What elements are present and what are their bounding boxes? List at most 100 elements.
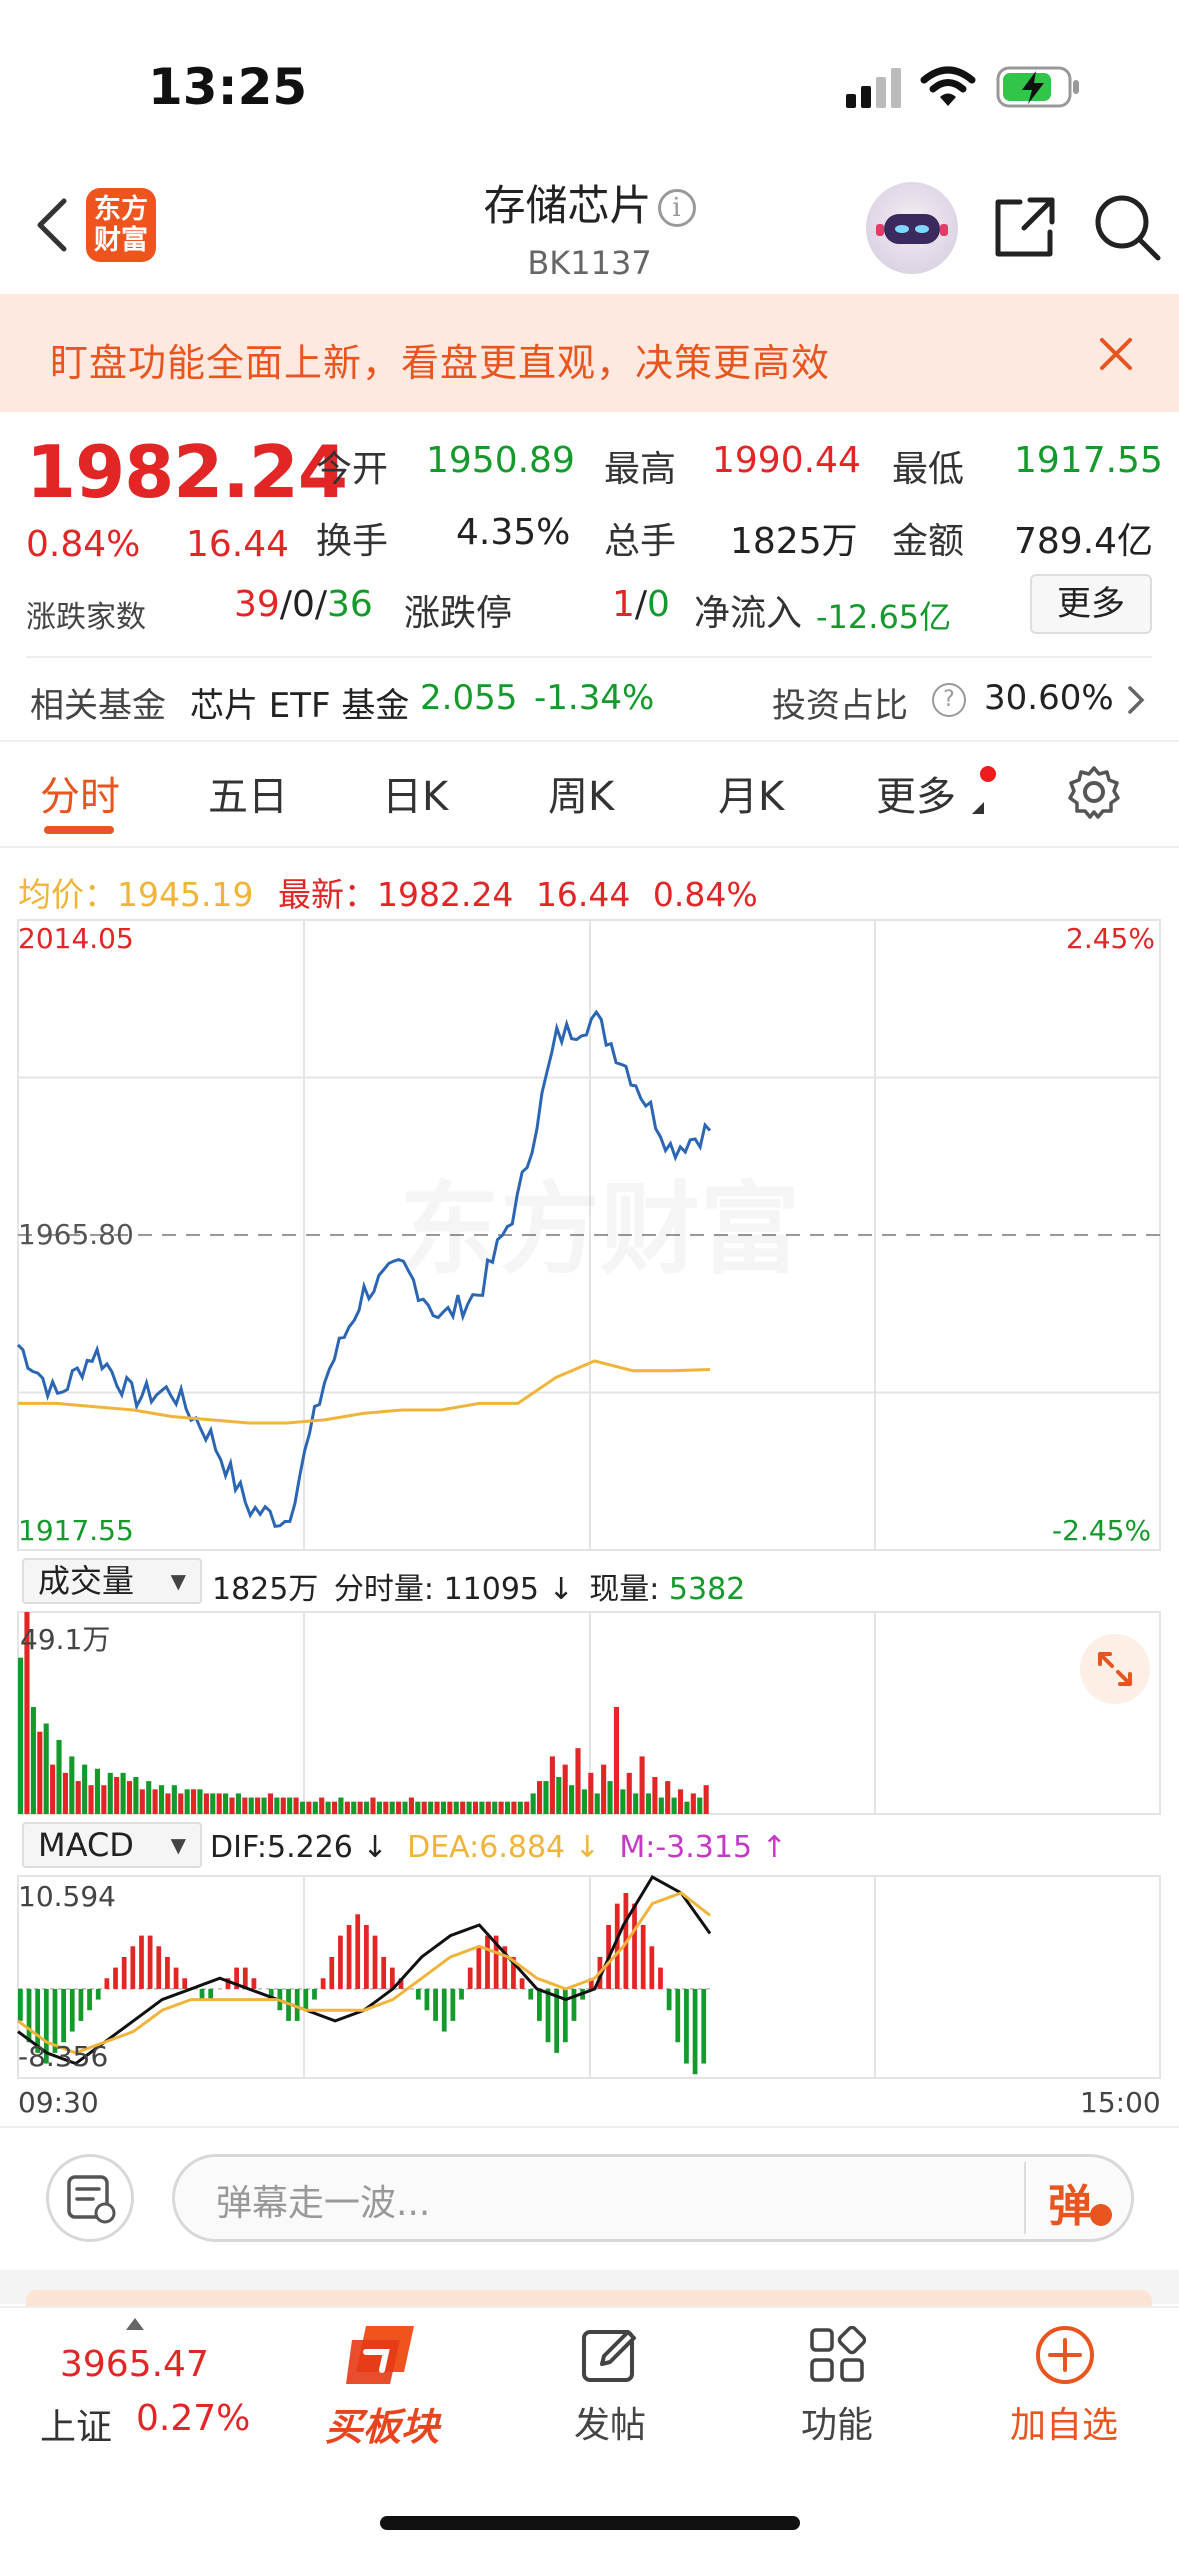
inflow-label: 净流入 [694, 593, 803, 634]
price-series-line [16, 1009, 712, 1528]
macd-hist-bar [182, 1978, 188, 1989]
tab-intraday[interactable]: 分时 [40, 774, 120, 820]
volume-bar-up [267, 1793, 274, 1814]
macd-m: M:-3.315 ↑ [619, 1830, 787, 1865]
limit-separator: / [634, 584, 648, 625]
add-watchlist-icon[interactable] [1034, 2324, 1096, 2386]
macd-hist-bar [329, 1956, 335, 1989]
volume-bar-down [158, 1785, 165, 1814]
promo-banner[interactable] [0, 294, 1179, 412]
macd-hist-bar [121, 1956, 127, 1989]
tab-monthly-k[interactable]: 月K [718, 774, 785, 820]
indicator-selector-volume[interactable]: 成交量 ▼ [22, 1558, 202, 1604]
volume-bar-down [56, 1739, 62, 1814]
volume-bar-up [344, 1801, 350, 1814]
turnover-value: 4.35% [456, 512, 571, 553]
close-icon[interactable] [1096, 334, 1136, 374]
volume-bar-down [658, 1797, 664, 1814]
search-icon[interactable] [1092, 192, 1162, 262]
danmu-input[interactable] [172, 2154, 1134, 2242]
volume-bar-up [357, 1801, 363, 1814]
volume-bar-down [440, 1801, 447, 1814]
info-icon[interactable]: i [657, 189, 696, 227]
index-percent[interactable]: 0.27% [136, 2398, 251, 2439]
volume-bar-up [537, 1781, 543, 1814]
caret-up-icon [126, 2318, 144, 2330]
macd-hist-bar [632, 1903, 637, 1989]
tab-weekly-k[interactable]: 周K [548, 774, 615, 820]
macd-hist-bar [52, 1988, 58, 2053]
fund-name[interactable]: 芯片 ETF 基金 [190, 686, 410, 726]
volume-bar-down [30, 1707, 36, 1814]
indicator-selector-macd[interactable]: MACD ▼ [22, 1822, 202, 1868]
avg-series-line [18, 1359, 711, 1425]
back-arrow-icon[interactable] [26, 195, 86, 255]
nav-buy-sector[interactable]: 买板块 [324, 2405, 439, 2449]
volume-bar-down [453, 1801, 459, 1814]
breadth-up: 39 [234, 584, 280, 625]
edit-post-icon[interactable] [580, 2326, 640, 2386]
volume-max-label: 49.1万 [20, 1623, 111, 1656]
settings-gear-icon[interactable] [1066, 764, 1122, 820]
volume-bar-up [703, 1785, 709, 1814]
volume-bar-up [524, 1801, 530, 1814]
volume-bar-up [511, 1801, 517, 1814]
page-title: 存储芯片 i [0, 172, 1179, 233]
nav-function[interactable]: 功能 [800, 2405, 873, 2446]
expand-button[interactable] [1080, 1634, 1150, 1704]
volume-bar-down [210, 1793, 216, 1814]
volume-bar-down [287, 1797, 293, 1814]
nav-add-watchlist[interactable]: 加自选 [1009, 2405, 1118, 2446]
macd-dif: DIF:5.226 ↓ [210, 1830, 388, 1865]
help-icon[interactable]: ? [932, 683, 966, 717]
app-logo[interactable]: 东方 财富 [86, 188, 156, 262]
volume-bar-down [107, 1772, 113, 1814]
buy-sector-icon[interactable] [344, 2322, 420, 2388]
macd-hist-bar [649, 1946, 655, 1989]
robot-icon [876, 214, 948, 244]
volume-bar-down [376, 1801, 382, 1814]
volume-total: 1825万 [212, 1572, 319, 1607]
divider [1024, 2162, 1026, 2234]
volume-bar-down [133, 1776, 139, 1814]
danmu-badge-icon [1090, 2204, 1112, 2226]
comment-list-button[interactable] [46, 2154, 134, 2242]
index-name[interactable]: 上证 [40, 2407, 113, 2448]
macd-hist-bar [165, 1956, 170, 1989]
volume-bar-down [274, 1797, 280, 1814]
macd-hist-bar [199, 1988, 205, 2000]
inflow-value: -12.65亿 [816, 598, 952, 636]
robot-avatar[interactable] [866, 182, 958, 274]
more-button[interactable]: 更多 [1030, 574, 1152, 634]
macd-selector-label: MACD [38, 1826, 134, 1864]
index-value[interactable]: 3965.47 [60, 2344, 209, 2385]
nav-post[interactable]: 发帖 [573, 2405, 646, 2446]
volume-bar-up [126, 1781, 133, 1814]
danmu-button[interactable]: 弹 [1048, 2181, 1092, 2232]
tab-five-day[interactable]: 五日 [208, 774, 288, 820]
chevron-right-icon[interactable] [1126, 684, 1148, 716]
ratio-value: 30.60% [984, 678, 1114, 718]
share-icon[interactable] [990, 192, 1060, 262]
macd-hist-bar [502, 1946, 508, 1989]
macd-hist-bar [441, 1988, 447, 2032]
now-volume-value: 5382 [668, 1572, 746, 1607]
macd-hist-bar [26, 1988, 32, 2043]
volume-bar-down [402, 1801, 408, 1814]
volume-bar-down [43, 1723, 49, 1814]
volume-bar-down [146, 1781, 152, 1814]
tab-daily-k[interactable]: 日K [382, 774, 449, 820]
volume-bar-up [613, 1707, 620, 1814]
logo-line1: 东方 [94, 194, 148, 225]
volume-bar-down [171, 1785, 177, 1814]
volume-bar-up [152, 1789, 158, 1814]
high-value: 1990.44 [712, 440, 861, 481]
macd-hist-bar [43, 1988, 49, 2064]
change-amount: 16.44 [186, 524, 290, 565]
function-grid-icon[interactable] [808, 2326, 866, 2384]
volume-bar-down [248, 1797, 254, 1814]
tab-more[interactable]: 更多 [876, 774, 956, 820]
sector-code: BK1137 [527, 244, 652, 282]
volume-bar-up [626, 1772, 632, 1814]
